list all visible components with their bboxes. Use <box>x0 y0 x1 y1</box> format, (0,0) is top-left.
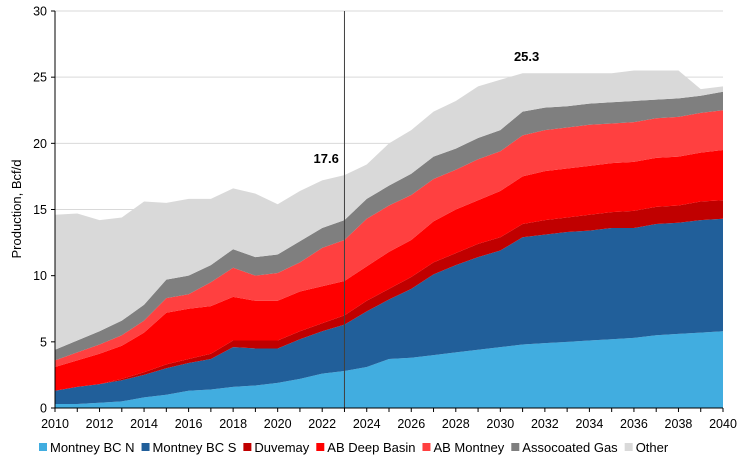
x-tick-label: 2010 <box>41 417 69 431</box>
x-tick-label: 2020 <box>264 417 292 431</box>
legend-label: Duvemay <box>254 440 309 455</box>
axes: 0 5 10 15 20 25 30 2010 2012 2014 2016 2018 2020 2022… <box>33 5 737 432</box>
legend-label: AB Deep Basin <box>327 440 415 455</box>
legend-label: Montney BC S <box>153 440 237 455</box>
x-tick-label: 2022 <box>308 417 336 431</box>
x-tick-label: 2040 <box>709 417 737 431</box>
y-tick-label: 15 <box>33 203 47 217</box>
legend-swatch <box>511 443 520 451</box>
area-series-duvemay <box>55 200 723 391</box>
annotation-label: 17.6 <box>314 151 339 166</box>
x-tick-label: 2032 <box>531 417 559 431</box>
annotations: 17.6 25.3 <box>314 49 540 166</box>
x-tick-label: 2016 <box>175 417 203 431</box>
legend-swatch <box>141 443 150 451</box>
legend-swatch <box>624 443 633 451</box>
x-tick-label: 2014 <box>130 417 158 431</box>
y-tick-label: 20 <box>33 137 47 151</box>
legend-label: Other <box>636 440 669 455</box>
area-series-ab-deep-basin <box>55 149 723 391</box>
annotation-label: 25.3 <box>514 49 539 64</box>
area-series-ab-montney <box>55 110 723 367</box>
legend-label: Montney BC N <box>50 440 135 455</box>
legend-swatch <box>39 443 47 451</box>
y-tick-label: 10 <box>33 269 47 283</box>
x-tick-label: 2018 <box>219 417 247 431</box>
x-tick-label: 2034 <box>575 417 603 431</box>
x-tick-label: 2024 <box>353 417 381 431</box>
legend-swatch <box>422 443 431 451</box>
y-tick-label: 25 <box>33 71 47 85</box>
area-series-other <box>55 70 723 350</box>
legend: Montney BC N Montney BC S Duvemay AB Deep B… <box>39 440 669 455</box>
legend-label: Assocoated Gas <box>522 440 618 455</box>
legend-swatch <box>243 443 252 451</box>
x-tick-label: 2012 <box>86 417 114 431</box>
legend-swatch <box>316 443 325 451</box>
area-series-assocoated-gas <box>55 91 723 361</box>
x-tick-label: 2036 <box>620 417 648 431</box>
y-axis-title: Production, Bcf/d <box>9 160 24 259</box>
y-tick-label: 30 <box>33 5 47 19</box>
y-tick-label: 0 <box>40 402 47 416</box>
x-tick-label: 2028 <box>442 417 470 431</box>
legend-label: AB Montney <box>433 440 504 455</box>
area-series-group <box>55 70 723 408</box>
area-series-montney-bc-n <box>55 331 723 408</box>
x-tick-label: 2030 <box>486 417 514 431</box>
y-tick-label: 5 <box>40 335 47 349</box>
x-tick-label: 2026 <box>397 417 425 431</box>
x-tick-label: 2038 <box>665 417 693 431</box>
area-series-montney-bc-s <box>55 218 723 405</box>
